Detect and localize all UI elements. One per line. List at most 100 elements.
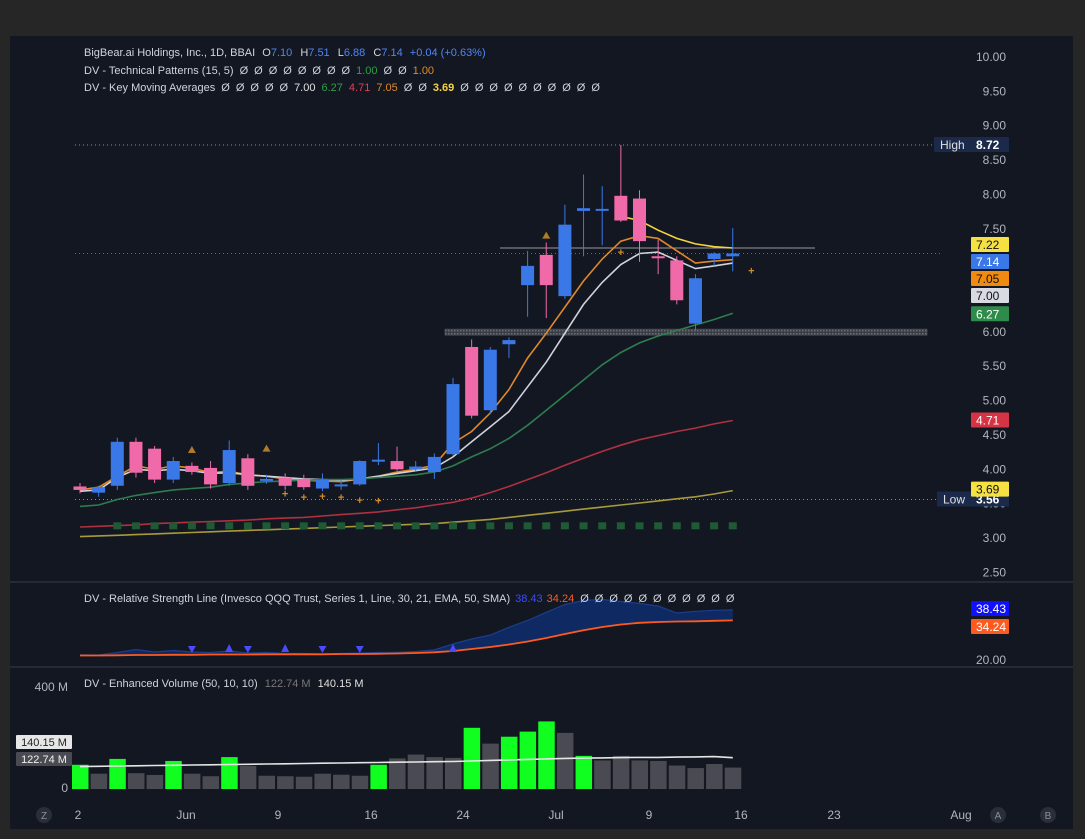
candle-body (465, 346, 479, 416)
volume-bar (556, 732, 574, 789)
candle-body (577, 208, 591, 211)
candle-body (707, 253, 721, 260)
legend-main: BigBear.ai Holdings, Inc., 1D, BBAI O7.1… (84, 47, 486, 59)
pattern-square (374, 522, 383, 530)
high-badge-bg (934, 136, 1009, 152)
candle-body (129, 441, 143, 473)
candle-body (73, 486, 87, 490)
volume-bar (127, 773, 145, 789)
volume-bar (389, 758, 406, 789)
pattern-square (337, 522, 346, 530)
high-badge-label: High (940, 138, 965, 152)
rs-badge-2: 34.24 (976, 620, 1006, 634)
candle-body (92, 487, 106, 493)
candle-body (185, 465, 199, 473)
legend-kma-value: Ø (280, 82, 289, 94)
pattern-plus: + (748, 265, 754, 277)
legend-rs-label: DV - Relative Strength Line (Invesco QQQ… (84, 593, 510, 605)
volume-bar (370, 764, 387, 789)
x-axis: 2 Jun 9 16 24 Jul 9 16 23 Aug (75, 808, 972, 822)
pattern-square (281, 522, 290, 530)
pattern-square (430, 522, 439, 530)
volume-bar (277, 776, 294, 789)
legend-volume: DV - Enhanced Volume (50, 10, 10) 122.74… (84, 678, 364, 690)
volume-bar (575, 755, 593, 789)
candles (73, 144, 740, 497)
x-tick-label: 16 (364, 808, 378, 822)
legend-rs-value: Ø (638, 593, 647, 605)
legend-kma-value: Ø (504, 82, 513, 94)
badge-ma-yellow-bg (971, 237, 1009, 253)
legend-rs-value: Ø (697, 593, 706, 605)
chart-frame: 10.009.509.008.508.007.507.006.506.005.5… (10, 36, 1073, 829)
price-tick-label: 4.00 (983, 462, 1007, 476)
pattern-square (187, 522, 196, 530)
candle-body (427, 456, 441, 473)
legend-tp-value: Ø (312, 65, 321, 77)
pattern-square (691, 522, 700, 530)
badge-ma-olive: 3.69 (976, 483, 1000, 497)
high-badge-value: 8.72 (976, 138, 1000, 152)
candle-body (446, 384, 460, 455)
rs-ma-line (80, 619, 733, 657)
volume-bar (165, 760, 182, 789)
pattern-plus: + (375, 496, 381, 508)
legend-tp-value: Ø (283, 65, 292, 77)
legend-rs-value: 38.43 (515, 593, 543, 605)
pattern-plus: + (301, 492, 307, 504)
rs-marker (355, 646, 364, 653)
candle-body (726, 253, 740, 257)
volume-bar (202, 776, 220, 789)
legend-rs-value: Ø (682, 593, 691, 605)
legend-rs-value: Ø (624, 593, 633, 605)
x-tick-label: Jul (548, 808, 563, 822)
candle-body (222, 450, 236, 484)
legend-kma-value: Ø (475, 82, 484, 94)
legend-kma-value: Ø (548, 82, 557, 94)
legend-kma-value: 6.27 (321, 82, 342, 94)
candle-body (483, 349, 497, 411)
pattern-square (169, 522, 178, 530)
pattern-square (542, 522, 551, 530)
legend-tp-value: Ø (269, 65, 278, 77)
legend-tp-label: DV - Technical Patterns (15, 5) (84, 65, 234, 77)
candle-body (241, 458, 255, 486)
volume-bar (90, 773, 108, 789)
badge-ma-yellow: 7.22 (976, 238, 1000, 252)
pattern-square (113, 522, 122, 530)
volume-bar (314, 773, 331, 789)
chart-canvas[interactable]: 10.009.509.008.508.007.507.006.506.005.5… (10, 36, 1073, 829)
legend-tp-value: Ø (298, 65, 307, 77)
pattern-square (598, 522, 607, 530)
legend-kma-value: Ø (562, 82, 571, 94)
legend-tp-value: Ø (327, 65, 336, 77)
badge-ma-green-bg (971, 306, 1009, 322)
x-tick-label: 24 (456, 808, 470, 822)
b-button[interactable]: B (1040, 807, 1056, 823)
legend-key-moving-averages: DV - Key Moving Averages Ø Ø Ø Ø Ø 7.00 6.27 4.7… (84, 82, 600, 94)
pattern-plus: + (282, 489, 288, 501)
pattern-square (635, 522, 644, 530)
volume-bar (407, 754, 425, 789)
pattern-plus: + (319, 491, 325, 503)
pattern-square (560, 522, 569, 530)
volume-bar (221, 757, 238, 789)
pattern-square (225, 522, 234, 530)
pattern-triangle (262, 444, 271, 452)
legend-kma-value: Ø (591, 82, 600, 94)
badge-ma-grey-bg (971, 288, 1009, 304)
price-tick-label: 9.50 (983, 84, 1007, 98)
ma-line-orange (79, 234, 733, 491)
candle-body (371, 459, 385, 462)
x-tick-label: 9 (275, 808, 282, 822)
pattern-square (672, 522, 681, 530)
ma-line-red (79, 419, 733, 528)
z-button[interactable]: Z (36, 807, 52, 823)
volume-bar (109, 758, 126, 789)
candle-body (595, 208, 609, 211)
candle-body (110, 441, 124, 486)
a-button[interactable]: A (990, 807, 1006, 823)
legend-kma-label: DV - Key Moving Averages (84, 82, 216, 94)
price-tick-label: 8.50 (983, 153, 1007, 167)
pattern-square (262, 522, 271, 530)
